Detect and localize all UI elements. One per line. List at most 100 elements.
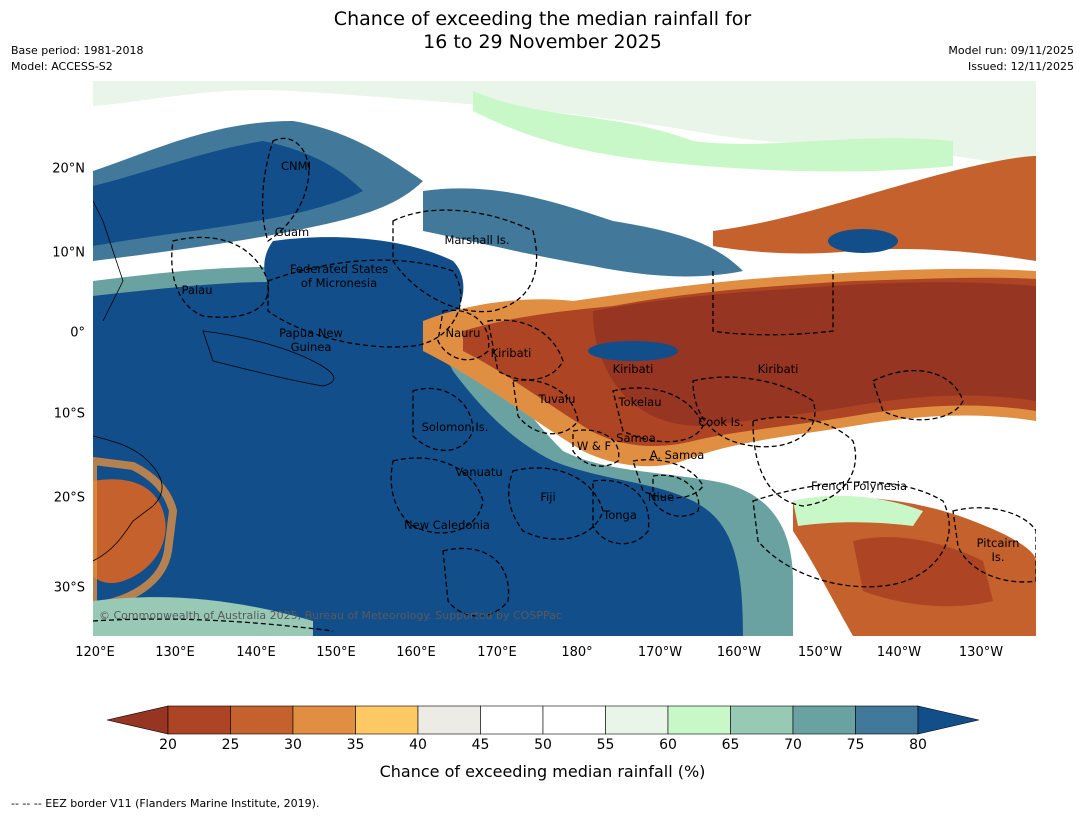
- colorbar: [107, 705, 979, 735]
- rainfall-map: [93, 81, 1036, 636]
- lon-label-130w: 130°W: [958, 645, 1004, 660]
- label-fiji: Fiji: [540, 490, 556, 504]
- colorbar-segment: [730, 705, 794, 735]
- label-fsm-line1: Federated States: [289, 262, 389, 276]
- colorbar-tick-label: 75: [846, 737, 865, 753]
- colorbar-segment: [480, 705, 544, 735]
- lon-label-150w: 150°W: [797, 645, 843, 660]
- label-tuvalu: Tuvalu: [538, 392, 576, 406]
- label-fsm-line2: of Micronesia: [300, 276, 378, 290]
- label-wallis-futuna: W & F: [576, 439, 612, 453]
- colorbar-label: Chance of exceeding median rainfall (%): [379, 762, 706, 781]
- lat-label-30s: 30°S: [53, 580, 85, 596]
- label-nauru: Nauru: [445, 326, 481, 340]
- meta-left: Base period: 1981-2018 Model: ACCESS-S2: [11, 43, 143, 75]
- label-new-caledonia: New Caledonia: [404, 518, 490, 532]
- lat-label-20s: 20°S: [53, 490, 85, 506]
- label-kiribati-west: Kiribati: [490, 346, 532, 360]
- map-title-line1: Chance of exceeding the median rainfall …: [333, 8, 752, 30]
- label-pitcairn-line1: Pitcairn: [976, 536, 1020, 550]
- label-samoa: Samoa: [616, 431, 656, 445]
- zone-blue-west-inner: [93, 281, 743, 636]
- label-png-line1: Papua New: [279, 326, 343, 340]
- colorbar-tick-label: 55: [596, 737, 615, 753]
- colorbar-segment: [792, 705, 856, 735]
- copyright-notice: © Commonwealth of Australia 2025, Bureau…: [99, 609, 562, 622]
- label-kiribati-east: Kiribati: [757, 362, 799, 376]
- colorbar-segment: [855, 705, 919, 735]
- colorbar-segment: [417, 705, 481, 735]
- model-run: Model run: 09/11/2025: [948, 44, 1074, 57]
- zone-brown-australia: [93, 479, 166, 584]
- zone-darkbrown-equatorial: [593, 282, 1036, 426]
- eez-borders: [93, 137, 1036, 632]
- colorbar-segment: [667, 705, 731, 735]
- label-guam: Guam: [274, 225, 310, 239]
- zone-brown-ne: [713, 156, 1036, 261]
- lon-label-170w: 170°W: [637, 645, 683, 660]
- colorbar-segment: [605, 705, 669, 735]
- colorbar-segment: [230, 705, 294, 735]
- label-kiribati-central: Kiribati: [612, 362, 654, 376]
- label-cook: Cook Is.: [698, 415, 744, 429]
- lon-label-120e: 120°E: [75, 645, 115, 660]
- coastline-philippines: [93, 200, 124, 322]
- lon-label-160w: 160°W: [716, 645, 762, 660]
- zone-green-north: [473, 91, 953, 172]
- label-marshall: Marshall Is.: [444, 233, 510, 247]
- colorbar-over-arrow: [917, 705, 979, 735]
- map-canvas: [93, 81, 1036, 636]
- lon-label-140e: 140°E: [236, 645, 276, 660]
- model-name: Model: ACCESS-S2: [11, 60, 113, 73]
- label-palau: Palau: [181, 283, 213, 297]
- label-pitcairn-line2: Is.: [991, 550, 1005, 564]
- label-png-line2: Guinea: [290, 340, 332, 354]
- issued-date: Issued: 12/11/2025: [967, 60, 1074, 73]
- zone-blue-blob-ne: [828, 229, 898, 253]
- colorbar-tick-label: 50: [534, 737, 552, 753]
- label-niue: Niue: [647, 490, 675, 504]
- label-png: Papua New Guinea: [279, 326, 343, 354]
- eez-footnote: -- -- -- EEZ border V11 (Flanders Marine…: [11, 797, 320, 810]
- label-american-samoa: A. Samoa: [649, 448, 705, 462]
- lon-label-160e: 160°E: [396, 645, 436, 660]
- zone-blue-blob-kiribati: [588, 341, 678, 361]
- colorbar-tick-label: 70: [784, 737, 802, 753]
- lon-label-180: 180°: [561, 645, 593, 660]
- lon-label-150e: 150°E: [316, 645, 356, 660]
- label-tokelau: Tokelau: [618, 395, 662, 409]
- label-pitcairn: Pitcairn Is.: [977, 536, 1020, 564]
- label-tonga: Tonga: [603, 508, 637, 522]
- label-fsm: Federated States of Micronesia: [290, 262, 388, 290]
- zone-blue-nw-inner: [93, 141, 363, 246]
- colorbar-tick-label: 35: [346, 737, 365, 753]
- lat-label-20n: 20°N: [52, 161, 85, 177]
- colorbar-segment: [292, 705, 356, 735]
- zone-light-green-north: [93, 81, 1036, 171]
- map-title-line2: 16 to 29 November 2025: [423, 31, 662, 53]
- colorbar-segment: [355, 705, 419, 735]
- label-cnmi: CNMI: [281, 159, 311, 173]
- colorbar-tick-label: 25: [221, 737, 240, 753]
- label-vanuatu: Vanuatu: [455, 465, 503, 479]
- colorbar-under-arrow: [107, 705, 169, 735]
- lat-label-10s: 10°S: [53, 406, 85, 422]
- colorbar-tick-label: 60: [659, 737, 677, 753]
- colorbar-tick-label: 65: [721, 737, 740, 753]
- colorbar-tick-label: 20: [159, 737, 177, 753]
- label-solomon: Solomon Is.: [421, 420, 489, 434]
- lat-label-0: 0°: [70, 325, 85, 341]
- lon-label-170e: 170°E: [477, 645, 517, 660]
- colorbar-tick-label: 80: [909, 737, 927, 753]
- zone-blue-micronesia: [264, 237, 464, 332]
- meta-right: Model run: 09/11/2025 Issued: 12/11/2025: [948, 43, 1074, 75]
- lon-label-140w: 140°W: [876, 645, 922, 660]
- lat-label-10n: 10°N: [52, 245, 85, 261]
- label-french-polynesia: French Polynesia: [810, 479, 908, 493]
- colorbar-tick-label: 45: [471, 737, 490, 753]
- colorbar-tick-label: 30: [284, 737, 302, 753]
- zone-green-se: [793, 495, 923, 526]
- zone-blue-central-outer: [423, 188, 743, 277]
- coastline-new-guinea: [202, 330, 335, 387]
- lon-label-130e: 130°E: [155, 645, 195, 660]
